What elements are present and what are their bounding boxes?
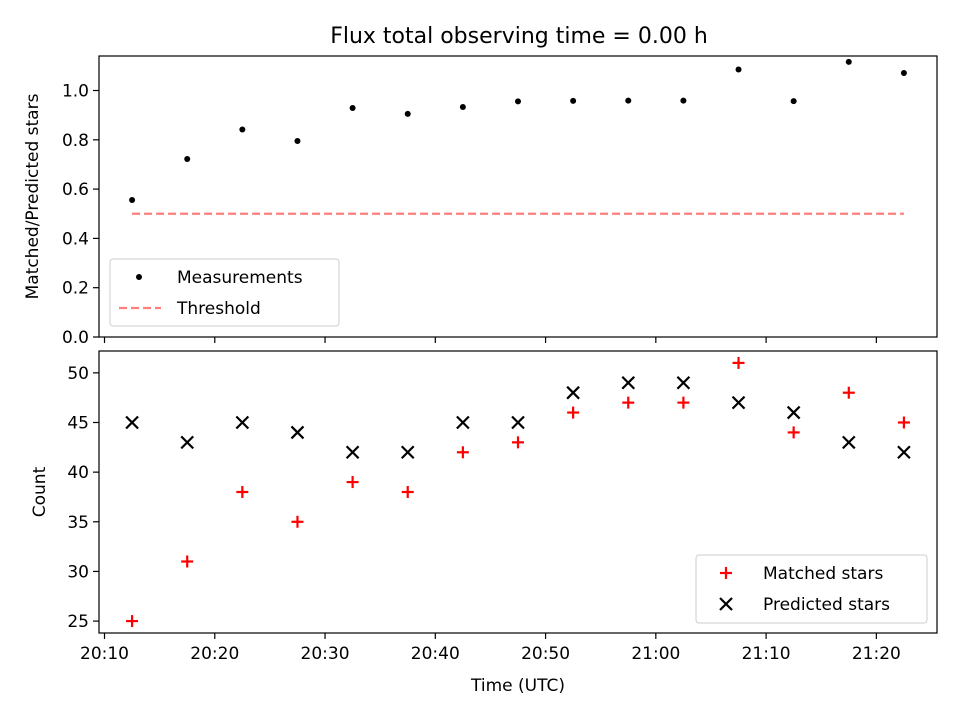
count-y-tick-label: 25 bbox=[67, 612, 89, 632]
measurement-point bbox=[680, 97, 687, 104]
count-legend-box bbox=[695, 554, 928, 624]
legend-x-glyph bbox=[719, 597, 733, 611]
matched-star-point bbox=[346, 476, 359, 489]
predicted-star-point bbox=[456, 415, 470, 430]
matched-star-point bbox=[236, 486, 249, 498]
predicted-star-point bbox=[400, 445, 415, 460]
legend-predicted-label: Predicted stars bbox=[763, 595, 890, 615]
measurement-point bbox=[184, 156, 191, 163]
legend-matched-label: Matched stars bbox=[763, 564, 883, 584]
measurement-point bbox=[845, 58, 852, 65]
measurement-point bbox=[900, 70, 907, 77]
ratio-y-tick-label: 0.8 bbox=[62, 131, 89, 151]
predicted-star-point bbox=[676, 375, 691, 390]
predicted-star-point bbox=[345, 445, 360, 460]
matched-star-point bbox=[456, 446, 469, 459]
matched-star-point bbox=[291, 515, 304, 528]
measurement-point bbox=[129, 196, 136, 203]
matched-star-point bbox=[126, 615, 139, 628]
matched-star-point bbox=[567, 406, 580, 419]
measurement-point bbox=[294, 138, 301, 145]
predicted-star-point bbox=[125, 415, 139, 430]
measurement-point bbox=[790, 98, 797, 105]
measurement-point bbox=[515, 98, 521, 105]
ratio-y-axis: 0.0 0.2 0.4 0.6 0.8 1.0 bbox=[62, 82, 99, 348]
x-tick-label: 20:50 bbox=[521, 644, 570, 664]
legend-measurements-marker bbox=[136, 274, 142, 280]
measurement-point bbox=[404, 110, 411, 117]
predicted-star-point bbox=[290, 425, 305, 440]
ratio-y-tick-label: 1.0 bbox=[62, 82, 89, 102]
x-tick-label: 20:10 bbox=[80, 644, 129, 664]
count-axes-frame bbox=[98, 350, 938, 634]
count-y-tick-label: 45 bbox=[67, 413, 89, 433]
ratio-y-tick-label: 0.0 bbox=[62, 328, 89, 348]
matched-star-point bbox=[622, 396, 635, 409]
predicted-star-point bbox=[180, 435, 194, 450]
ratio-y-tick-label: 0.4 bbox=[62, 229, 89, 249]
x-tick-label: 21:10 bbox=[742, 644, 791, 664]
matched-star-point bbox=[842, 386, 855, 399]
x-tick-label: 21:00 bbox=[631, 644, 680, 664]
x-tick-label: 20:40 bbox=[411, 644, 460, 664]
ratio-plot-area bbox=[129, 58, 907, 215]
measurement-point bbox=[625, 97, 632, 104]
ratio-y-tick-label: 0.2 bbox=[62, 279, 89, 299]
count-y-axis-label: Count bbox=[30, 466, 50, 517]
predicted-star-point bbox=[842, 435, 856, 450]
x-tick-label: 21:20 bbox=[852, 644, 901, 664]
ratio-legend: Measurements Threshold bbox=[109, 258, 340, 327]
count-plot-area bbox=[125, 356, 911, 628]
count-y-tick-label: 35 bbox=[67, 513, 89, 533]
matched-star-point bbox=[787, 426, 800, 439]
count-y-axis: 25 30 35 40 45 50 bbox=[67, 364, 99, 632]
x-tick-label: 20:20 bbox=[190, 644, 239, 664]
count-legend: Matched stars Predicted stars bbox=[695, 554, 928, 624]
count-panel: 25 30 35 40 45 50 20:10 20:20 20:30 20:40 20:50 21… bbox=[30, 350, 938, 696]
matched-star-point bbox=[677, 396, 690, 409]
measurement-point bbox=[239, 126, 246, 133]
count-y-tick-label: 50 bbox=[67, 364, 89, 384]
ratio-panel: 0.0 0.2 0.4 0.6 0.8 1.0 Matched/Predicted sta… bbox=[23, 55, 938, 348]
ratio-axes-frame bbox=[98, 55, 938, 338]
matched-star-point bbox=[512, 436, 524, 449]
measurement-point bbox=[570, 97, 577, 104]
x-tick-label: 20:30 bbox=[301, 644, 350, 664]
legend-threshold-label: Threshold bbox=[176, 299, 261, 319]
predicted-star-point bbox=[621, 375, 636, 390]
predicted-star-point bbox=[566, 385, 580, 400]
ratio-x-axis bbox=[103, 337, 877, 343]
measurement-point bbox=[735, 66, 742, 73]
matched-star-point bbox=[401, 486, 414, 498]
ratio-legend-box bbox=[109, 258, 340, 327]
predicted-star-point bbox=[511, 415, 525, 430]
legend-predicted-marker bbox=[719, 597, 733, 611]
legend-plus-glyph bbox=[720, 567, 732, 579]
count-y-tick-label: 40 bbox=[67, 463, 89, 483]
legend-matched-marker bbox=[720, 567, 732, 579]
matched-star-point bbox=[732, 356, 745, 369]
predicted-star-point bbox=[786, 405, 801, 420]
predicted-star-point bbox=[235, 415, 250, 430]
x-axis-label: Time (UTC) bbox=[470, 676, 565, 696]
ratio-y-axis-label: Matched/Predicted stars bbox=[23, 93, 43, 299]
measurement-point bbox=[349, 105, 356, 112]
predicted-star-point bbox=[731, 395, 746, 410]
legend-measurements-label: Measurements bbox=[177, 268, 303, 288]
count-y-tick-label: 30 bbox=[67, 562, 89, 582]
predicted-star-point bbox=[897, 445, 911, 460]
count-x-axis: 20:10 20:20 20:30 20:40 20:50 21:00 21:10 21:20 bbox=[80, 633, 901, 664]
measurement-point bbox=[459, 104, 466, 111]
matched-star-point bbox=[897, 416, 910, 429]
ratio-y-tick-label: 0.6 bbox=[62, 180, 89, 200]
figure-title: Flux total observing time = 0.00 h bbox=[330, 24, 708, 49]
matched-star-point bbox=[181, 555, 194, 568]
